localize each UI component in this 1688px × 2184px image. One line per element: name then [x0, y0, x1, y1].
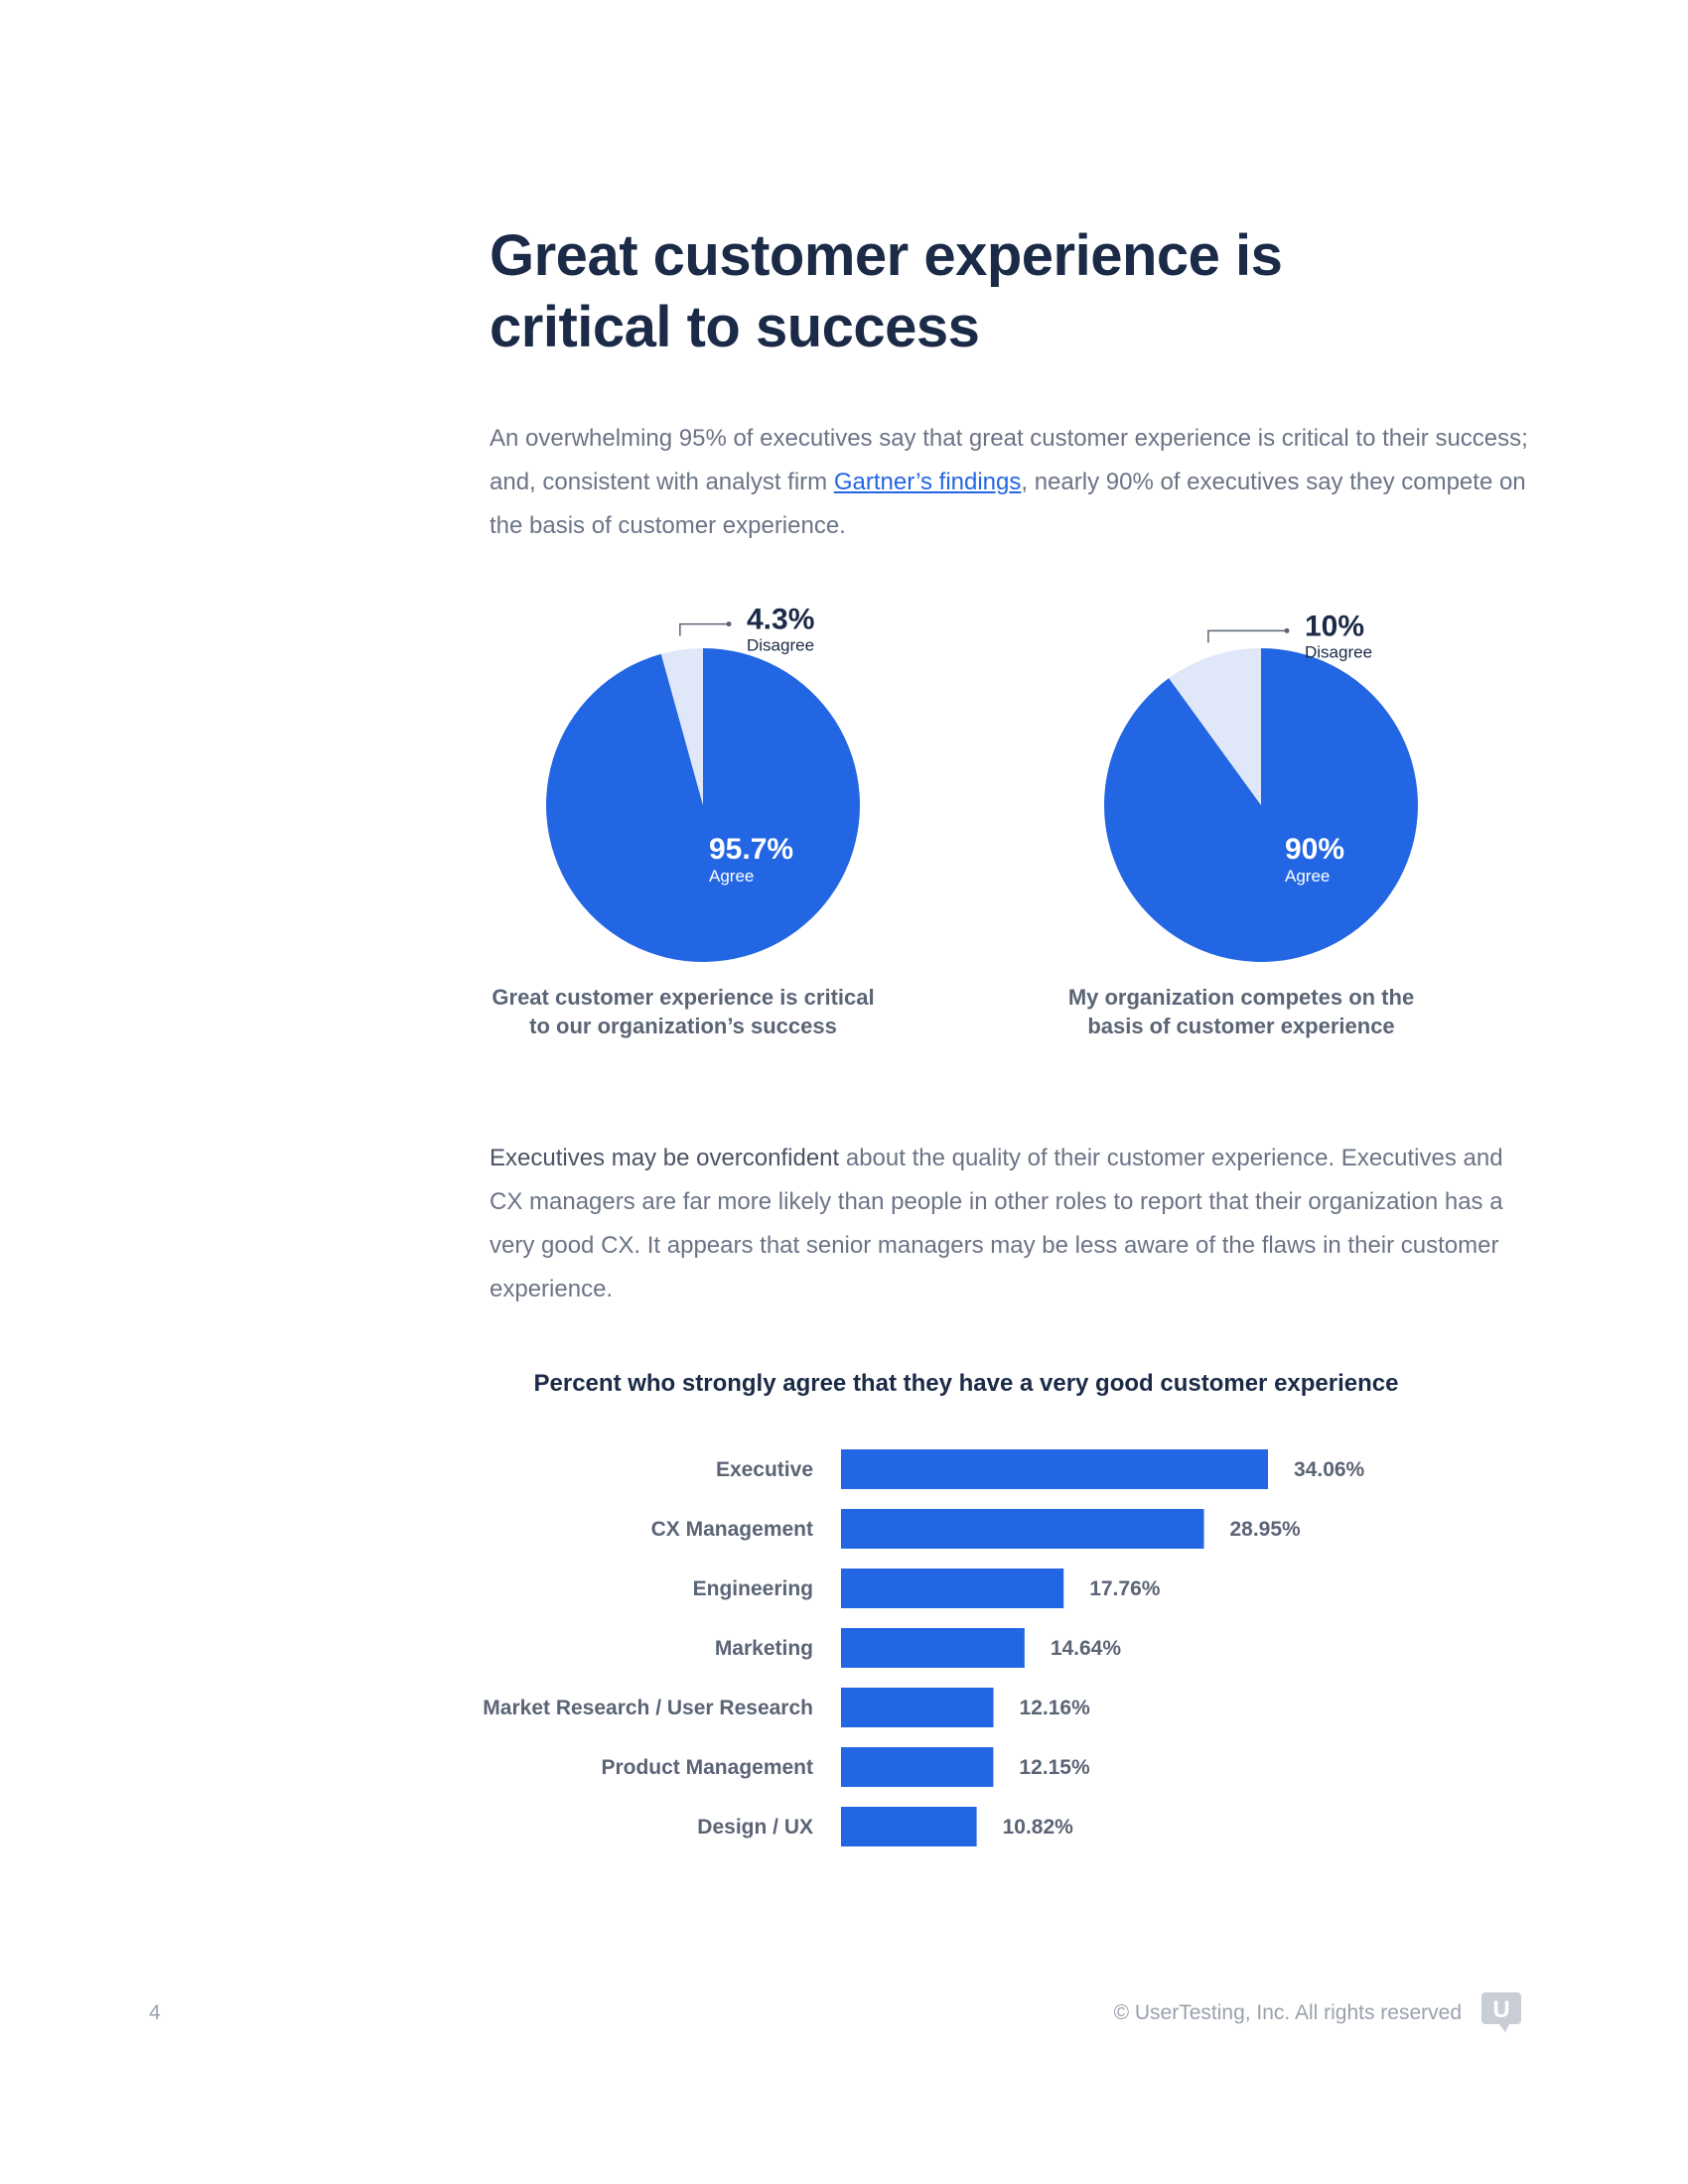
pie-chart-critical-to-success: 4.3% Disagree 95.7% Agree Great customer ex…	[485, 594, 921, 1070]
bar-value-label: 12.15%	[1019, 1756, 1090, 1779]
pie-slice-agree	[545, 648, 860, 962]
leader-dot	[1284, 627, 1290, 633]
bar-value-label: 14.64%	[1051, 1637, 1122, 1660]
pie-chart-svg: 4.3%Disagree 95.7%Agree	[545, 604, 860, 962]
pie-chart-competes-on-cx: 10% Disagree 90% Agree My organization comp…	[1043, 594, 1479, 1070]
page-title: Great customer experience is critical to…	[490, 220, 1383, 363]
bar-category-label: Engineering	[693, 1577, 813, 1600]
bar	[841, 1509, 1204, 1549]
disagree-label: Disagree	[747, 636, 814, 655]
pie-chart-svg: 10%Disagree 90%Agree	[1104, 610, 1418, 962]
leader-line	[679, 622, 729, 636]
intro-paragraph: An overwhelming 95% of executives say th…	[490, 417, 1532, 548]
page-number: 4	[149, 2001, 161, 2024]
bar-category-label: CX Management	[651, 1518, 813, 1541]
bar-chart: Executive 34.06% CX Management 28.95% Engine…	[483, 1449, 1365, 1846]
page-title-line1: Great customer experience is	[490, 223, 1283, 288]
overconfidence-paragraph: Executives may be overconfident about th…	[490, 1137, 1532, 1311]
bar-value-label: 34.06%	[1294, 1458, 1365, 1481]
bar-value-label: 28.95%	[1229, 1518, 1301, 1541]
pie-caption: Great customer experience is critical to…	[465, 983, 902, 1040]
agree-value-label: 90%	[1285, 833, 1344, 866]
logo-letter: U	[1492, 1996, 1509, 2023]
leader-dot	[726, 621, 732, 627]
bar	[841, 1569, 1064, 1608]
bar-category-label: Design / UX	[697, 1816, 813, 1839]
pie-caption-line2: basis of customer experience	[1087, 1014, 1395, 1038]
bar	[841, 1449, 1268, 1489]
agree-label: Agree	[1285, 867, 1330, 886]
bar	[841, 1628, 1025, 1668]
paragraph-rest: about the quality of their customer expe…	[490, 1145, 1503, 1302]
intro-text-part2: , nearly 90% of executives say they comp…	[490, 469, 1526, 539]
pie-caption-line1: My organization competes on the	[1067, 985, 1415, 1010]
pie-caption-line1: Great customer experience is critical	[492, 985, 875, 1010]
bar	[841, 1807, 977, 1846]
pie-caption-line2: to our organization’s success	[529, 1014, 837, 1038]
usertesting-logo: U	[1481, 1992, 1521, 2032]
pie-slice-disagree	[660, 648, 703, 805]
bar-value-label: 12.16%	[1020, 1697, 1091, 1719]
bar-category-label: Executive	[716, 1458, 813, 1481]
bar-value-label: 17.76%	[1089, 1577, 1161, 1600]
pie-caption: My organization competes on the basis of…	[1023, 983, 1460, 1040]
gartner-findings-link[interactable]: Gartner’s findings	[833, 469, 1022, 495]
intro-text-part1: An overwhelming 95% of executives say th…	[490, 425, 1528, 495]
bar-category-label: Product Management	[601, 1756, 813, 1779]
bar	[841, 1688, 994, 1727]
bar-category-label: Market Research / User Research	[483, 1697, 813, 1719]
agree-value-label: 95.7%	[709, 833, 793, 866]
disagree-label: Disagree	[1305, 642, 1372, 661]
disagree-value-label: 10%	[1305, 610, 1364, 642]
copyright-text: © UserTesting, Inc. All rights reserved	[1113, 2001, 1462, 2024]
leader-line	[1207, 629, 1287, 643]
bar-value-label: 10.82%	[1003, 1816, 1074, 1839]
paragraph-lead: Executives may be overconfident	[490, 1145, 840, 1171]
bar	[841, 1747, 994, 1787]
page-title-line2: critical to success	[490, 295, 980, 359]
agree-label: Agree	[709, 867, 754, 886]
bar-category-label: Marketing	[715, 1637, 813, 1660]
bar-chart-title: Percent who strongly agree that they hav…	[533, 1370, 1399, 1397]
disagree-value-label: 4.3%	[747, 604, 814, 636]
pie-slice-disagree	[1169, 648, 1261, 805]
